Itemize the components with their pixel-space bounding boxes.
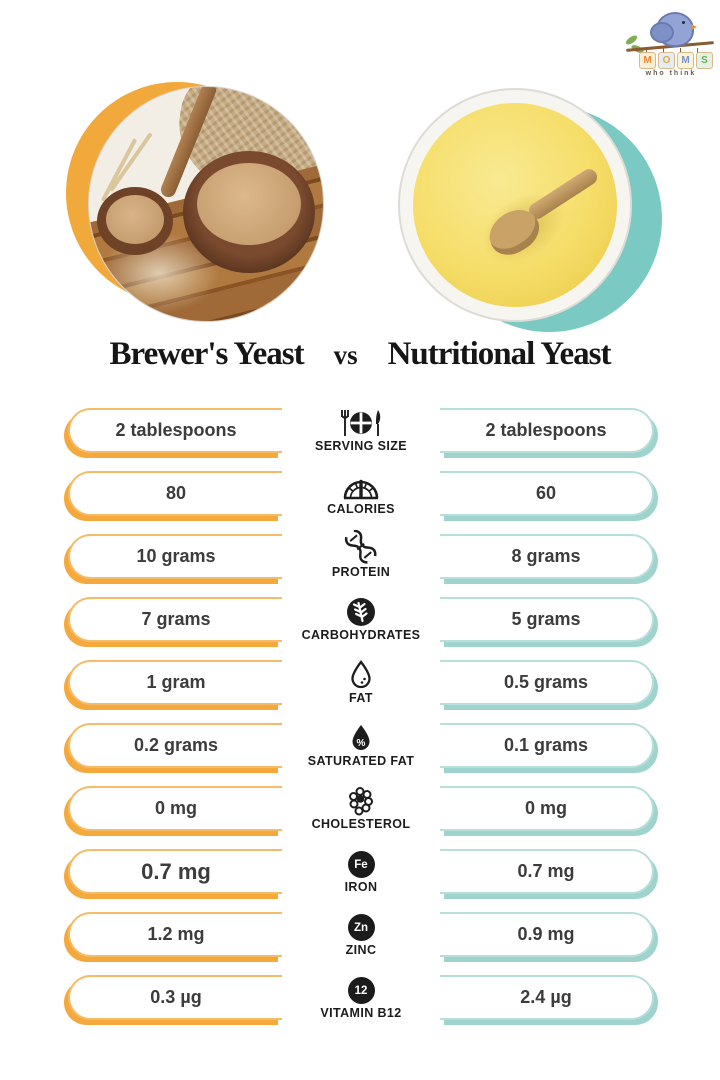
nutritional-fat-pill: 0.5 grams [440,660,654,705]
table-row-cholesterol: 0 mg CHOLESTEROL 0 mg [68,782,654,845]
row-label: FAT [349,691,373,705]
brewers-serving-size-pill: 2 tablespoons [68,408,282,453]
table-row-carbohydrates: 7 grams CARBOHYDRATES 5 grams [68,593,654,656]
brewers-b12-pill: 0.3 µg [68,975,282,1020]
page-title: Brewer's Yeast vs Nutritional Yeast [0,336,720,373]
molecule-icon [347,785,375,816]
logo-letter-block: S [696,52,713,69]
nutritional-zinc-pill: 0.9 mg [440,912,654,957]
title-right: Nutritional Yeast [387,336,612,372]
nutritional-iron-pill: 0.7 mg [440,849,654,894]
yeast-powder [197,163,301,245]
bird-beak-icon [691,24,697,30]
brewers-fat-pill: 1 gram [68,660,282,705]
row-label: VITAMIN B12 [320,1006,402,1020]
table-row-saturated-fat: 0.2 grams % SATURATED FAT 0.1 grams [68,719,654,782]
wooden-scoop-bowl [97,187,173,255]
wheat-circle-icon [346,596,376,627]
table-row-vitamin-b12: 0.3 µg 12 VITAMIN B12 2.4 µg [68,971,654,1034]
logo-letter-block: M [677,52,694,69]
brewers-carbs-pill: 7 grams [68,597,282,642]
brewers-calories-pill: 80 [68,471,282,516]
nutritional-calories-pill: 60 [440,471,654,516]
nutritional-cholesterol-pill: 0 mg [440,786,654,831]
block-string [646,48,647,53]
row-label: CHOLESTEROL [311,817,411,831]
svg-text:%: % [357,738,366,749]
dna-icon [344,530,378,564]
nutritional-protein-pill: 8 grams [440,534,654,579]
row-label: PROTEIN [331,565,391,579]
block-string [680,48,681,53]
fe-circle-icon: Fe [347,848,375,879]
table-row-serving-size: 2 tablespoons SERVING SIZE [68,404,654,467]
b12-circle-icon: 12 [347,974,375,1005]
brewers-saturated-fat-pill: 0.2 grams [68,723,282,768]
row-label: ZINC [345,943,377,957]
nutritional-yeast-photo [398,88,632,322]
row-label: CALORIES [327,502,395,516]
comparison-table: 2 tablespoons SERVING SIZE [68,404,654,1034]
droplet-icon [347,659,375,690]
title-left: Brewer's Yeast [109,336,305,372]
title-vs: vs [333,340,358,370]
logo-letter-block: O [658,52,675,69]
plate-cutlery-icon [339,407,383,438]
nutritional-serving-size-pill: 2 tablespoons [440,408,654,453]
brewers-zinc-pill: 1.2 mg [68,912,282,957]
bird-wing-icon [650,22,674,43]
logo-tagline: who think [645,70,697,77]
table-row-zinc: 1.2 mg Zn ZINC 0.9 mg [68,908,654,971]
moms-who-think-logo: M O M S who think [624,10,716,82]
droplet-percent-icon: % [347,722,375,753]
logo-blocks: M O M S [639,52,713,69]
zn-circle-icon: Zn [347,911,375,942]
row-label: IRON [344,880,378,894]
table-row-calories: 80 [68,467,654,530]
bird-eye-icon [682,21,685,24]
row-label: SATURATED FAT [307,754,415,768]
table-row-iron: 0.7 mg Fe IRON 0.7 mg [68,845,654,908]
brewers-yeast-photo [88,86,324,322]
nutritional-saturated-fat-pill: 0.1 grams [440,723,654,768]
table-row-protein: 10 grams PROTEIN 8 grams [68,530,654,593]
brown-bowl [183,151,315,273]
nutritional-b12-pill: 2.4 µg [440,975,654,1020]
brewers-cholesterol-pill: 0 mg [68,786,282,831]
brewers-iron-pill: 0.7 mg [68,849,282,894]
nutritional-carbs-pill: 5 grams [440,597,654,642]
block-string [663,48,664,53]
table-row-fat: 1 gram FAT 0.5 grams [68,656,654,719]
row-label: SERVING SIZE [314,439,408,453]
gauge-icon [340,470,382,501]
brewers-protein-pill: 10 grams [68,534,282,579]
block-string [697,48,698,53]
logo-letter-block: M [639,52,656,69]
row-label: CARBOHYDRATES [301,628,421,642]
yeast-powder [106,195,164,244]
